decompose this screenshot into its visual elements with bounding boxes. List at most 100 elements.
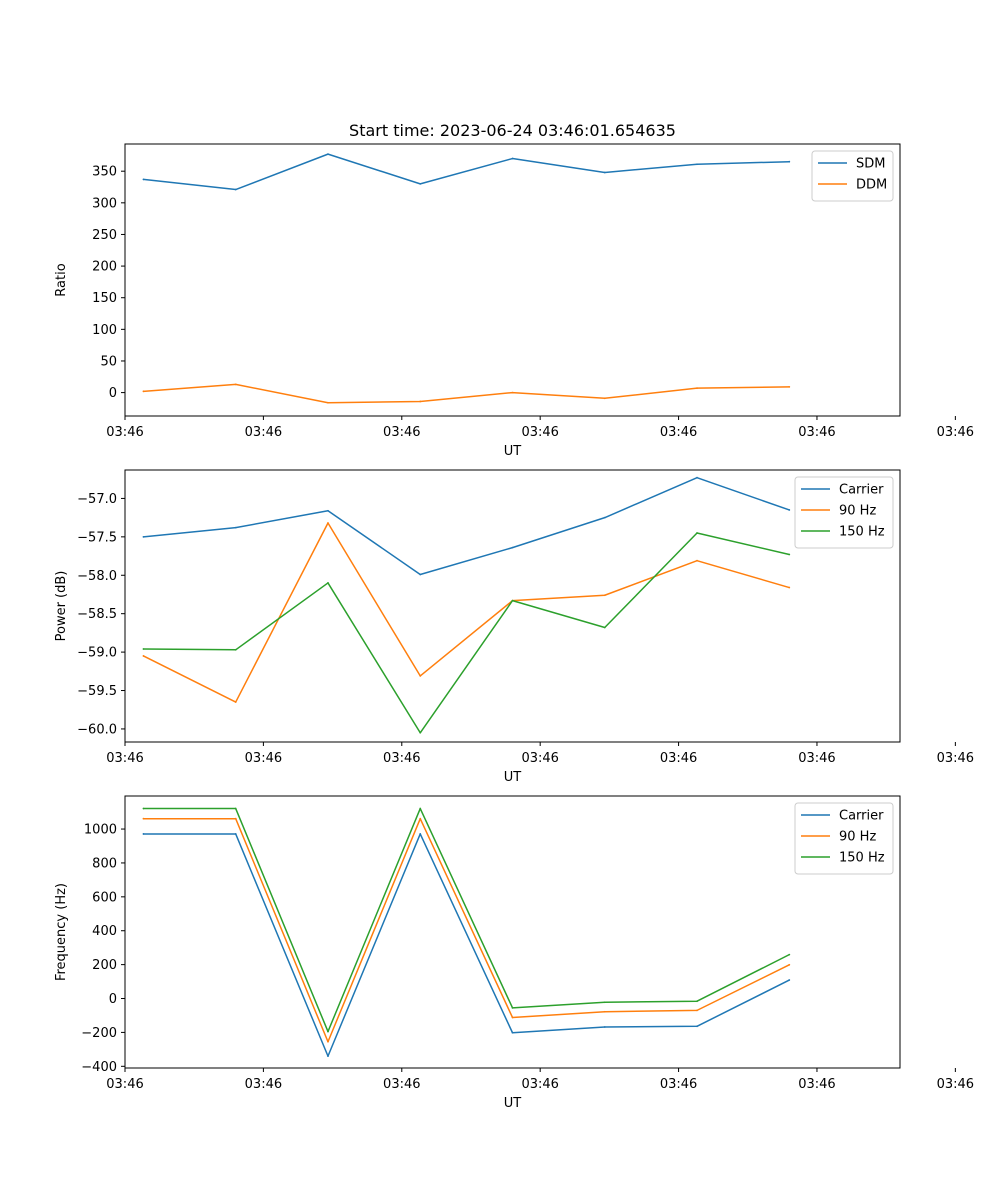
frequency-x-tick-label: 03:46 — [383, 1077, 420, 1092]
frequency-data-point — [511, 1006, 514, 1009]
power-data-point — [234, 701, 237, 703]
ratio-y-tick-label: 300 — [92, 196, 117, 211]
power-data-point — [327, 582, 329, 584]
ratio-data-point — [419, 182, 422, 185]
power-data-point — [327, 509, 329, 512]
power-data-point — [696, 532, 698, 534]
frequency-data-point — [419, 817, 422, 820]
ratio-data-point — [696, 387, 698, 390]
power-data-point — [696, 559, 698, 562]
ratio-y-tick-label: 250 — [92, 228, 117, 243]
frequency-x-tick-label: 03:46 — [937, 1077, 974, 1092]
frequency-y-axis-label: Frequency (Hz) — [54, 883, 69, 981]
power-legend: Carrier 90 Hz 150 Hz — [794, 476, 894, 549]
power-data-point — [511, 599, 514, 602]
frequency-data-point — [603, 1010, 606, 1013]
frequency-x-tick-label: 03:46 — [660, 1077, 697, 1092]
frequency-data-point — [419, 833, 422, 835]
ratio-data-point — [603, 397, 606, 400]
frequency-y-tick-label: 200 — [92, 958, 117, 973]
frequency-y-tick-label: 800 — [92, 856, 117, 871]
power-y-tick-label: −57.0 — [77, 492, 117, 507]
frequency-data-point — [234, 833, 237, 835]
power-data-point — [327, 522, 329, 524]
power-data-point — [142, 648, 145, 650]
power-data-point — [419, 573, 422, 576]
power-y-tick-label: −60.0 — [77, 722, 117, 737]
ratio-x-tick-label: 03:46 — [798, 425, 835, 440]
power-y-tick-label: −58.0 — [77, 569, 117, 584]
frequency-data-point — [511, 1016, 514, 1019]
frequency-data-point — [696, 1025, 698, 1028]
ratio-legend-label: SDM — [856, 157, 885, 172]
ratio-legend-label: DDM — [856, 178, 887, 193]
frequency-y-tick-label: −400 — [81, 1060, 117, 1075]
frequency-data-point — [327, 1040, 329, 1043]
ratio-y-tick-label: 350 — [92, 165, 117, 180]
ratio-data-point — [603, 171, 606, 174]
ratio-x-axis-label: UT — [504, 444, 522, 459]
ratio-x-tick-label: 03:46 — [245, 425, 282, 440]
power-y-tick-label: −59.5 — [77, 684, 117, 699]
power-data-point — [419, 675, 422, 677]
ratio-series-line-0 — [143, 153, 790, 191]
ratio-x-tick-label: 03:46 — [937, 425, 974, 440]
power-data-point — [142, 535, 145, 538]
ratio-y-tick-label: 50 — [100, 354, 117, 369]
ratio-x-tick-label: 03:46 — [383, 425, 420, 440]
power-x-tick-label: 03:46 — [106, 751, 143, 766]
ratio-y-tick-label: 150 — [92, 291, 117, 306]
frequency-data-point — [788, 963, 791, 966]
power-data-point — [788, 509, 791, 511]
frequency-data-point — [142, 817, 145, 820]
frequency-data-point — [419, 807, 422, 810]
power-y-tick-label: −59.0 — [77, 646, 117, 661]
power-x-tick-label: 03:46 — [798, 751, 835, 766]
frequency-data-point — [327, 1030, 329, 1033]
power-legend-label: 150 Hz — [839, 525, 885, 540]
frequency-data-point — [234, 807, 237, 810]
frequency-legend-label: 90 Hz — [839, 830, 876, 845]
ratio-y-tick-label: 0 — [109, 386, 117, 401]
ratio-y-tick-label: 200 — [92, 260, 117, 275]
frequency-data-point — [511, 1031, 514, 1034]
power-data-point — [603, 626, 606, 629]
ratio-data-point — [327, 401, 329, 404]
power-x-tick-label: 03:46 — [245, 751, 282, 766]
power-y-tick-label: −58.5 — [77, 607, 117, 622]
power-x-tick-label: 03:46 — [521, 751, 558, 766]
ratio-data-point — [142, 390, 145, 393]
frequency-x-tick-label: 03:46 — [245, 1077, 282, 1092]
power-x-tick-label: 03:46 — [937, 751, 974, 766]
ratio-y-tick-label: 100 — [92, 323, 117, 338]
frequency-data-point — [603, 1026, 606, 1028]
ratio-legend: SDM DDM — [811, 150, 894, 202]
frequency-legend: Carrier 90 Hz 150 Hz — [794, 802, 894, 875]
frequency-data-point — [696, 1009, 698, 1012]
frequency-data-point — [142, 833, 145, 835]
frequency-data-point — [142, 807, 145, 810]
ratio-data-point — [419, 400, 422, 403]
frequency-data-point — [327, 1055, 329, 1058]
power-data-point — [419, 731, 422, 734]
power-series-line-1 — [143, 522, 790, 703]
power-data-point — [234, 526, 237, 529]
frequency-legend-label: Carrier — [839, 809, 884, 824]
frequency-series-line-2 — [143, 807, 790, 1033]
power-y-tick-label: −57.5 — [77, 530, 117, 545]
ratio-data-point — [696, 163, 698, 166]
power-data-point — [696, 476, 698, 479]
ratio-data-point — [511, 391, 514, 394]
power-series-line-0 — [143, 476, 790, 576]
frequency-x-tick-label: 03:46 — [798, 1077, 835, 1092]
ratio-y-axis-label: Ratio — [54, 263, 69, 296]
power-data-point — [234, 648, 237, 651]
frequency-data-point — [696, 1000, 698, 1003]
ratio-series-line-1 — [143, 383, 790, 404]
power-data-point — [603, 516, 606, 519]
ratio-data-point — [234, 188, 237, 191]
frequency-y-tick-label: −200 — [81, 1026, 117, 1041]
ratio-axes: 03:46 03:46 03:46 03:46 03:46 03:46 03:46 0 50 10… — [54, 143, 974, 459]
power-data-point — [788, 586, 791, 589]
